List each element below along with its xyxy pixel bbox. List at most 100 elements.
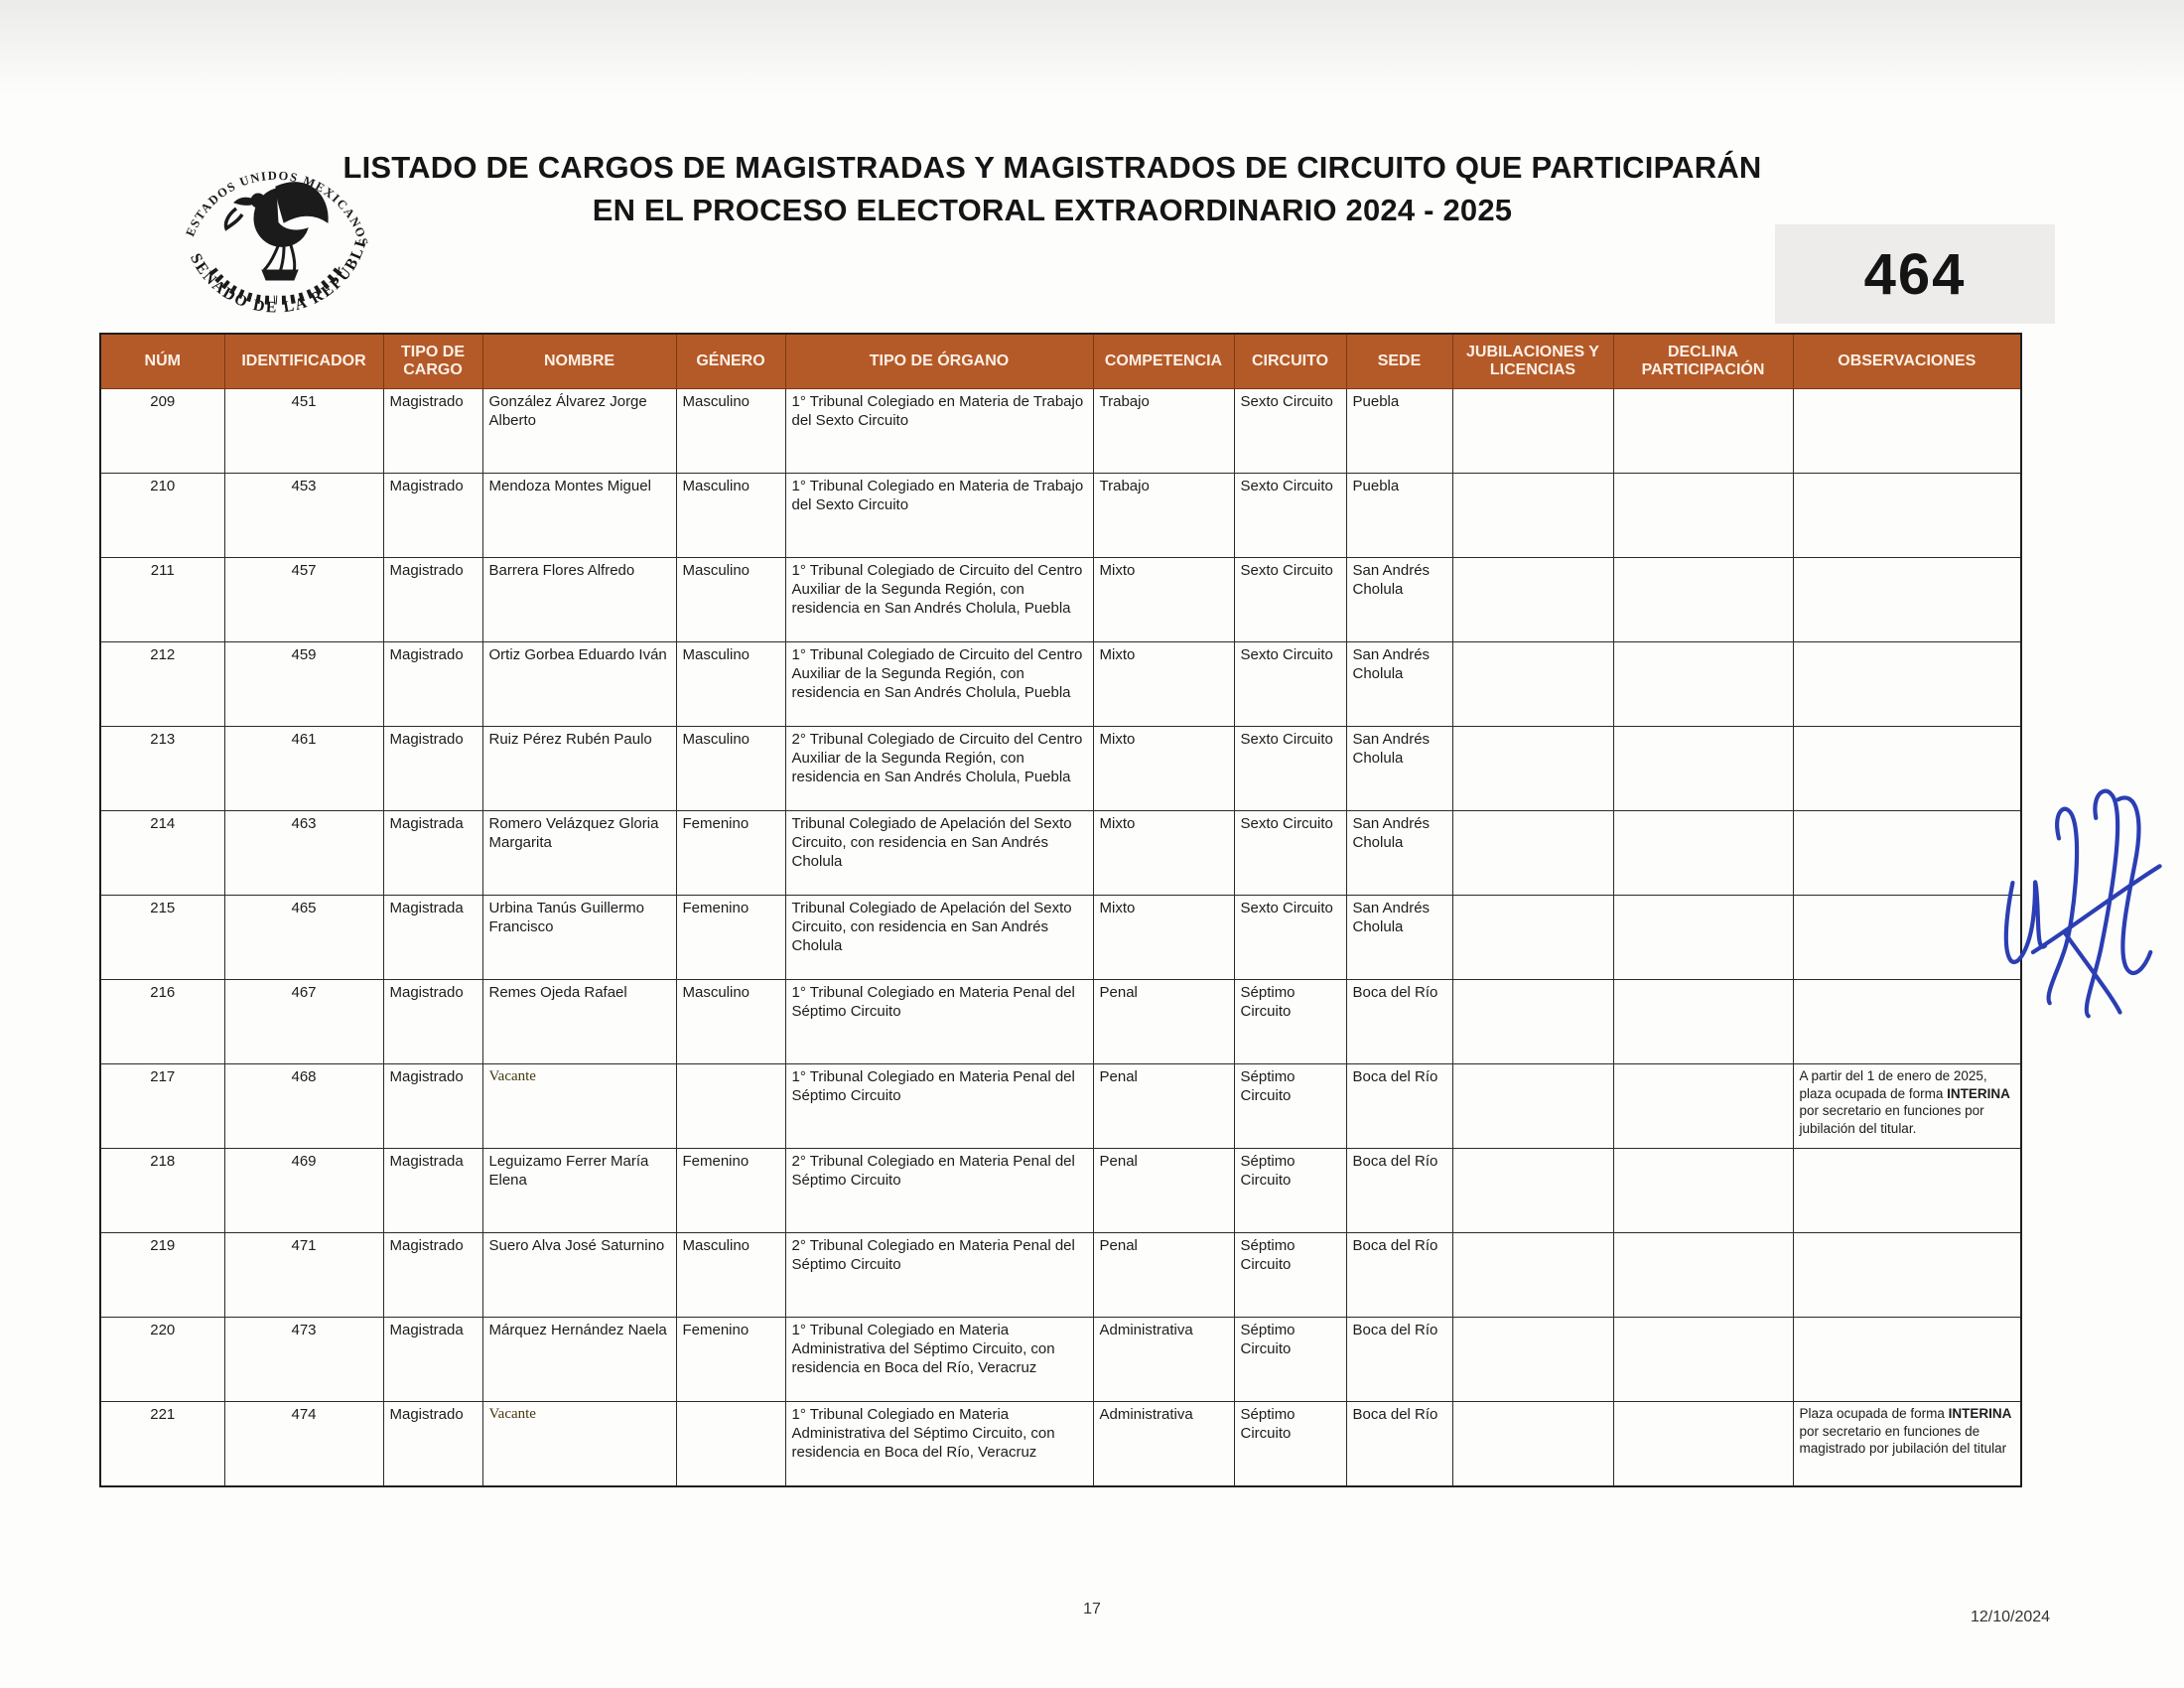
cell-num: 213 (99, 726, 225, 811)
signature-scribble (2003, 788, 2162, 1019)
cell-tipo-organo: 2° Tribunal Colegiado en Materia Penal d… (784, 1148, 1094, 1233)
cell-sede: Puebla (1345, 473, 1453, 558)
column-header: TIPO DE CARGO (382, 333, 483, 389)
cell-sede: Boca del Río (1345, 1063, 1453, 1149)
cell-nombre: Márquez Hernández Naela (481, 1317, 677, 1402)
cell-tipo-organo: 2° Tribunal Colegiado en Materia Penal d… (784, 1232, 1094, 1318)
cell-circuito: Séptimo Circuito (1233, 979, 1347, 1064)
cell-jubilaciones (1451, 641, 1614, 727)
page-title-line2: EN EL PROCESO ELECTORAL EXTRAORDINARIO 2… (592, 192, 1513, 227)
cell-sede: San Andrés Cholula (1345, 810, 1453, 896)
cell-jubilaciones (1451, 388, 1614, 474)
cell-declina (1612, 1317, 1794, 1402)
cell-identificador: 453 (223, 473, 384, 558)
cell-competencia: Penal (1092, 1063, 1235, 1149)
observacion-text: por secretario en funciones por jubilaci… (1799, 1103, 1984, 1136)
cell-circuito: Sexto Circuito (1233, 388, 1347, 474)
cell-identificador: 468 (223, 1063, 384, 1149)
table-row: 220 473 Magistrada Márquez Hernández Naela F… (99, 1317, 2022, 1402)
cell-jubilaciones (1451, 1317, 1614, 1402)
cell-jubilaciones (1451, 1148, 1614, 1233)
cell-observaciones (1792, 473, 2022, 558)
column-header: NÚM (99, 333, 225, 389)
cell-genero: Femenino (675, 1148, 786, 1233)
senate-seal-logo: ESTADOS UNIDOS MEXICANOS SENADO DE LA RE… (159, 129, 370, 317)
cell-identificador: 451 (223, 388, 384, 474)
cell-num: 217 (99, 1063, 225, 1149)
cell-observaciones (1792, 810, 2022, 896)
cell-tipo-cargo: Magistrado (382, 557, 483, 642)
table-row: 218 469 Magistrada Leguizamo Ferrer María E… (99, 1148, 2022, 1233)
cell-sede: Boca del Río (1345, 1232, 1453, 1318)
cell-genero: Femenino (675, 895, 786, 980)
column-header: GÉNERO (675, 333, 786, 389)
table-row: 211 457 Magistrado Barrera Flores Alfredo Ma… (99, 557, 2022, 642)
cell-genero: Masculino (675, 388, 786, 474)
column-header: IDENTIFICADOR (223, 333, 384, 389)
cell-num: 215 (99, 895, 225, 980)
cell-circuito: Sexto Circuito (1233, 726, 1347, 811)
cell-sede: Boca del Río (1345, 1148, 1453, 1233)
cell-circuito: Séptimo Circuito (1233, 1232, 1347, 1318)
cell-genero: Masculino (675, 641, 786, 727)
cell-tipo-cargo: Magistrada (382, 895, 483, 980)
cell-tipo-cargo: Magistrado (382, 641, 483, 727)
cell-tipo-cargo: Magistrada (382, 1148, 483, 1233)
cell-declina (1612, 726, 1794, 811)
cell-declina (1612, 979, 1794, 1064)
cell-competencia: Penal (1092, 1232, 1235, 1318)
cell-num: 220 (99, 1317, 225, 1402)
table-row: 214 463 Magistrada Romero Velázquez Gloria … (99, 810, 2022, 896)
cell-observaciones (1792, 1317, 2022, 1402)
cell-circuito: Sexto Circuito (1233, 810, 1347, 896)
cell-identificador: 467 (223, 979, 384, 1064)
cell-circuito: Sexto Circuito (1233, 895, 1347, 980)
cell-tipo-cargo: Magistrado (382, 388, 483, 474)
cell-identificador: 473 (223, 1317, 384, 1402)
cell-declina (1612, 473, 1794, 558)
cell-jubilaciones (1451, 473, 1614, 558)
cell-observaciones (1792, 726, 2022, 811)
observacion-highlight: INTERINA (1948, 1406, 2012, 1421)
cell-declina (1612, 895, 1794, 980)
observacion-text: por secretario en funciones de magistrad… (1799, 1423, 2007, 1457)
cell-competencia: Mixto (1092, 810, 1235, 896)
cell-jubilaciones (1451, 979, 1614, 1064)
cell-tipo-organo: 1° Tribunal Colegiado en Materia de Trab… (784, 473, 1094, 558)
footer-date: 12/10/2024 (1971, 1609, 2051, 1625)
cell-tipo-organo: 1° Tribunal Colegiado en Materia Adminis… (784, 1401, 1094, 1486)
table-row: 219 471 Magistrado Suero Alva José Saturnin… (99, 1232, 2022, 1318)
cell-tipo-cargo: Magistrado (382, 473, 483, 558)
table-row: 221 474 Magistrado Vacante 1° Tribunal Coleg… (99, 1401, 2022, 1486)
cell-circuito: Séptimo Circuito (1233, 1148, 1347, 1233)
cell-circuito: Séptimo Circuito (1233, 1401, 1347, 1486)
cell-sede: San Andrés Cholula (1345, 557, 1453, 642)
cell-competencia: Mixto (1092, 726, 1235, 811)
cell-jubilaciones (1451, 1063, 1614, 1149)
cell-declina (1612, 641, 1794, 727)
cell-observaciones (1792, 895, 2022, 980)
cell-observaciones (1792, 979, 2022, 1064)
cell-declina (1612, 557, 1794, 642)
cell-num: 216 (99, 979, 225, 1064)
cell-competencia: Mixto (1092, 557, 1235, 642)
cell-num: 218 (99, 1148, 225, 1233)
cell-tipo-cargo: Magistrado (382, 979, 483, 1064)
cell-nombre: Ruiz Pérez Rubén Paulo (481, 726, 677, 811)
cell-jubilaciones (1451, 1232, 1614, 1318)
cell-tipo-cargo: Magistrado (382, 1063, 483, 1149)
cell-competencia: Trabajo (1092, 388, 1235, 474)
cell-genero: Masculino (675, 1232, 786, 1318)
cell-sede: San Andrés Cholula (1345, 641, 1453, 727)
column-header: DECLINA PARTICIPACIÓN (1612, 333, 1794, 389)
cell-tipo-organo: 1° Tribunal Colegiado en Materia de Trab… (784, 388, 1094, 474)
cell-jubilaciones (1451, 557, 1614, 642)
cell-sede: San Andrés Cholula (1345, 726, 1453, 811)
cell-sede: San Andrés Cholula (1345, 895, 1453, 980)
cell-observaciones (1792, 1232, 2022, 1318)
column-header: TIPO DE ÓRGANO (784, 333, 1094, 389)
cell-identificador: 463 (223, 810, 384, 896)
cell-nombre: Mendoza Montes Miguel (481, 473, 677, 558)
cell-circuito: Sexto Circuito (1233, 641, 1347, 727)
cell-competencia: Penal (1092, 1148, 1235, 1233)
